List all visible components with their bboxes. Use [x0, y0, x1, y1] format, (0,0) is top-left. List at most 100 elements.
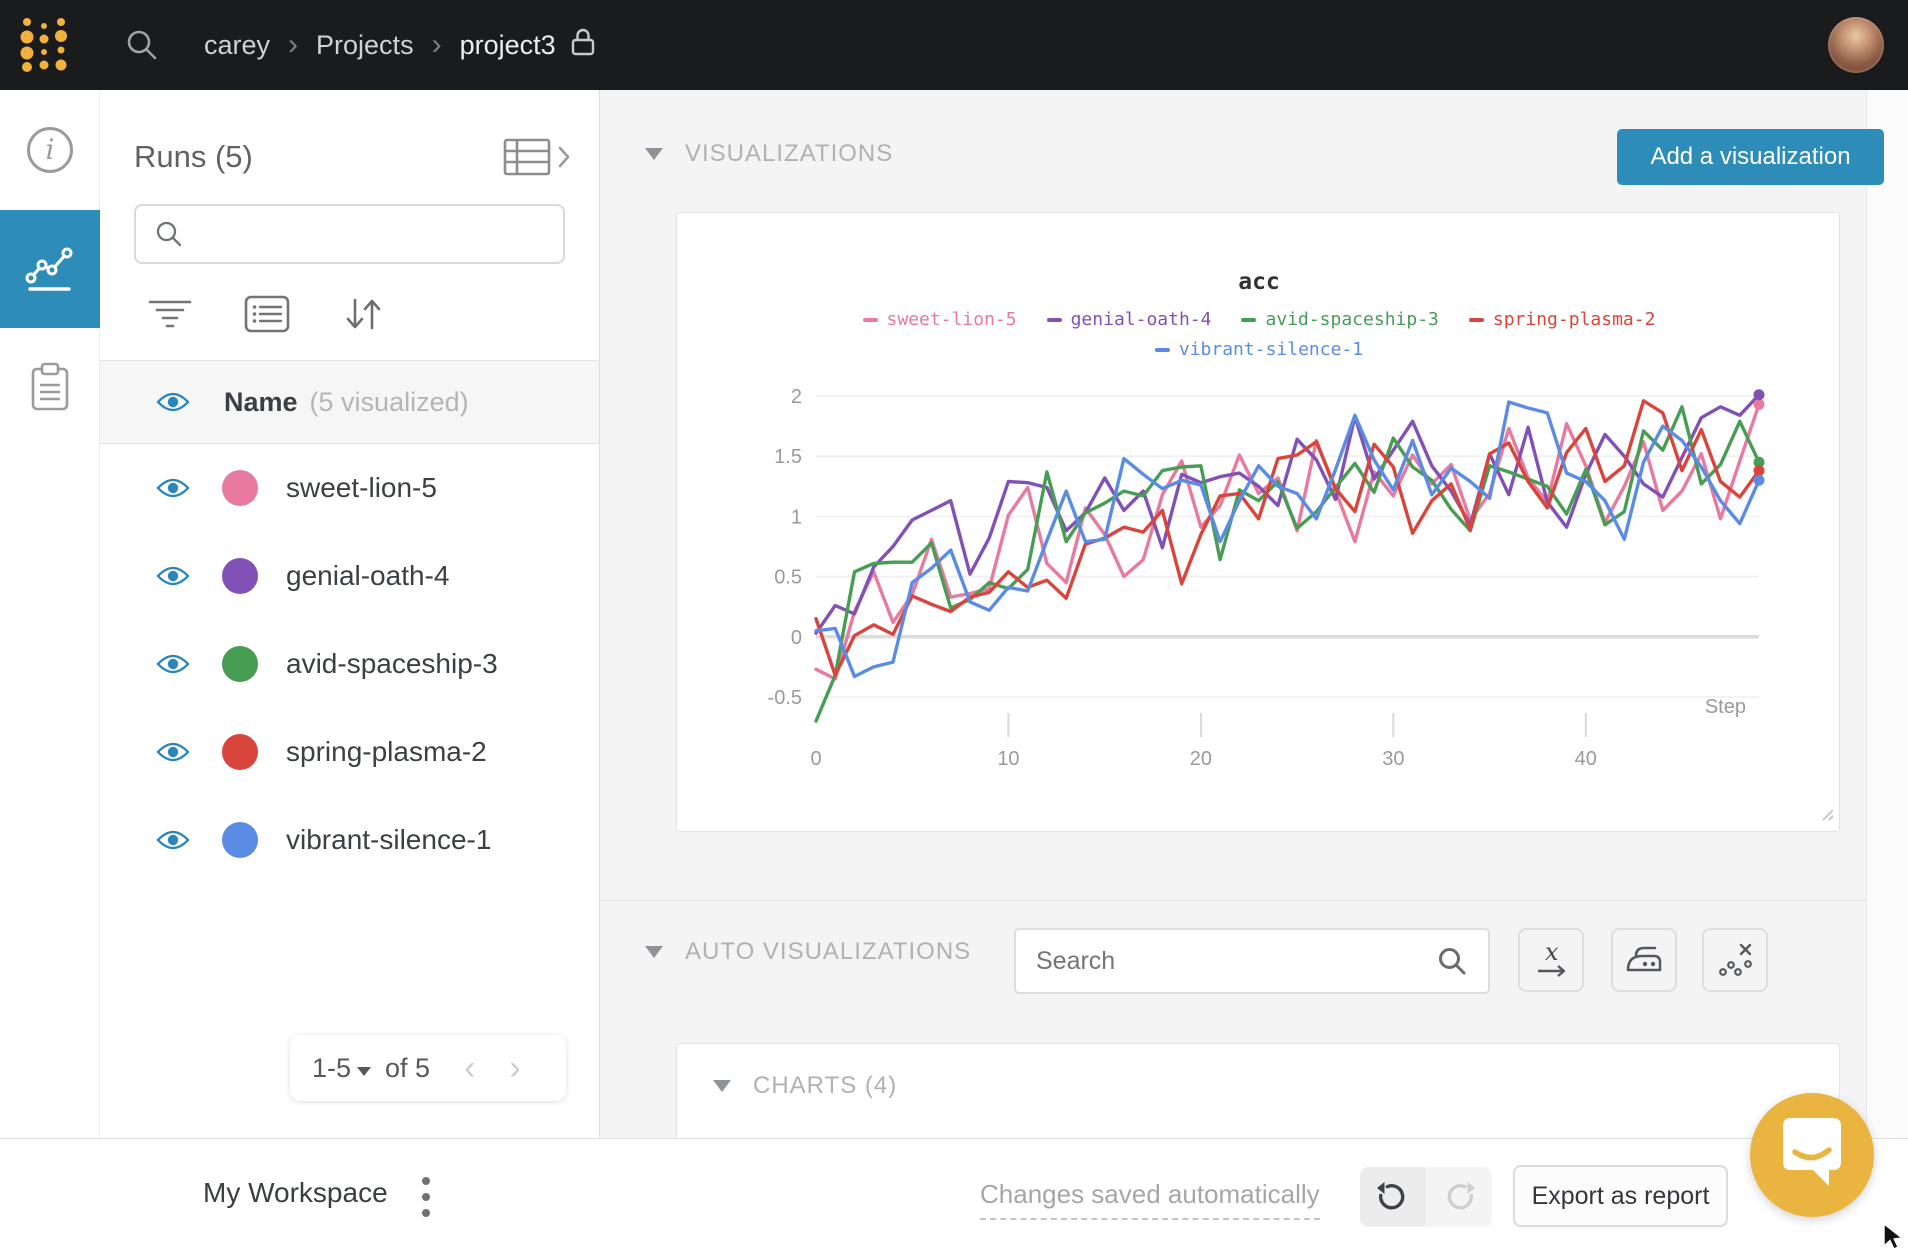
workspace-options-kebab-icon[interactable]: [408, 1173, 444, 1221]
wandb-logo[interactable]: [8, 0, 80, 90]
charts-section-title: CHARTS (4): [753, 1072, 898, 1099]
run-name[interactable]: spring-plasma-2: [286, 736, 487, 767]
user-avatar[interactable]: [1828, 17, 1884, 73]
breadcrumb: carey › Projects › project3: [204, 27, 596, 64]
run-row-spring-plasma-2[interactable]: spring-plasma-2: [100, 708, 599, 796]
visualizations-section-toggle[interactable]: VISUALIZATIONS: [645, 140, 893, 168]
search-icon: [156, 221, 182, 247]
rail-item-notes[interactable]: [0, 328, 100, 446]
chart-legend-row1: sweet-lion-5 genial-oath-4 avid-spaceshi…: [677, 309, 1841, 330]
line-chart-icon: [25, 247, 73, 291]
next-page-button[interactable]: ›: [509, 1049, 521, 1087]
name-column-header[interactable]: Name: [224, 386, 298, 417]
run-name[interactable]: vibrant-silence-1: [286, 824, 492, 855]
smoothing-iron-icon: [1626, 946, 1662, 972]
group-runs-button[interactable]: [244, 295, 290, 333]
global-search-button[interactable]: [124, 27, 160, 63]
visibility-eye-icon[interactable]: [156, 829, 190, 851]
panel-resize-handle[interactable]: [1817, 804, 1835, 827]
legend-item-genial-oath-4[interactable]: genial-oath-4: [1046, 309, 1211, 330]
outliers-icon: [1719, 943, 1752, 976]
breadcrumb-project[interactable]: project3: [459, 29, 556, 60]
rail-item-workspace-charts[interactable]: [0, 210, 100, 328]
outliers-button[interactable]: [1702, 928, 1768, 992]
run-row-genial-oath-4[interactable]: genial-oath-4: [100, 532, 599, 620]
svg-text:20: 20: [1190, 748, 1212, 770]
redo-button[interactable]: [1426, 1167, 1492, 1227]
info-icon: i: [27, 127, 73, 173]
svg-text:30: 30: [1382, 748, 1404, 770]
visibility-eye-icon[interactable]: [156, 565, 190, 587]
wandb-dots-icon: [20, 18, 67, 72]
runs-list: sweet-lion-5 genial-oath-4 avid-spaceshi…: [100, 444, 599, 884]
legend-dash-icon: [1154, 347, 1170, 352]
runs-search-input[interactable]: [198, 219, 538, 249]
run-row-sweet-lion-5[interactable]: sweet-lion-5: [100, 444, 599, 532]
run-row-vibrant-silence-1[interactable]: vibrant-silence-1: [100, 796, 599, 884]
run-color-dot: [222, 822, 258, 858]
svg-text:10: 10: [997, 748, 1019, 770]
visibility-eye-icon[interactable]: [156, 741, 190, 763]
add-visualization-button[interactable]: Add a visualization: [1617, 129, 1884, 185]
rail-item-overview[interactable]: i: [0, 90, 100, 210]
svg-text:0.5: 0.5: [774, 567, 802, 589]
acc-chart-panel[interactable]: acc sweet-lion-5 genial-oath-4 avid-spac…: [676, 212, 1840, 832]
page-size-dropdown[interactable]: 1-5: [312, 1053, 372, 1084]
run-color-dot: [222, 470, 258, 506]
auto-visualizations-section-toggle[interactable]: AUTO VISUALIZATIONS: [645, 938, 971, 966]
auto-viz-search-box: [1014, 928, 1490, 994]
acc-line-chart: 2 1.5 1 0.5 0 -0.5 0 10 20 30 40 Step: [768, 386, 1765, 770]
workspace-name[interactable]: My Workspace: [203, 1177, 388, 1208]
visibility-eye-icon[interactable]: [156, 477, 190, 499]
breadcrumb-projects[interactable]: Projects: [316, 29, 414, 60]
left-icon-rail: i: [0, 90, 100, 1138]
redo-icon: [1447, 1182, 1475, 1210]
runs-pagination: 1-5 of 5 ‹ ›: [290, 1035, 566, 1101]
legend-item-spring-plasma-2[interactable]: spring-plasma-2: [1468, 309, 1655, 330]
previous-page-button[interactable]: ‹: [464, 1049, 476, 1087]
run-color-dot: [222, 558, 258, 594]
charts-section-toggle[interactable]: CHARTS (4): [677, 1044, 1839, 1100]
run-name[interactable]: sweet-lion-5: [286, 472, 437, 503]
pagination-total: of 5: [385, 1052, 431, 1083]
svg-text:1.5: 1.5: [774, 446, 802, 468]
auto-visualizations-section-title: AUTO VISUALIZATIONS: [685, 938, 972, 965]
x-axis-icon: x: [1538, 940, 1566, 977]
auto-viz-search-input[interactable]: [1036, 946, 1436, 976]
x-axis-settings-button[interactable]: x: [1518, 928, 1584, 992]
run-row-avid-spaceship-3[interactable]: avid-spaceship-3: [100, 620, 599, 708]
legend-item-sweet-lion-5[interactable]: sweet-lion-5: [862, 309, 1017, 330]
runs-panel-title: Runs (5): [134, 139, 253, 174]
smoothing-button[interactable]: [1611, 928, 1677, 992]
sort-runs-button[interactable]: [342, 294, 384, 334]
scrollbar-track[interactable]: [1866, 90, 1908, 1138]
support-chat-button[interactable]: [1750, 1093, 1874, 1217]
filter-icon: [148, 300, 192, 328]
caret-down-icon: [357, 1066, 372, 1076]
filter-runs-button[interactable]: [148, 296, 192, 332]
visualized-count: (5 visualized): [309, 386, 469, 417]
visualizations-section-title: VISUALIZATIONS: [685, 140, 894, 167]
undo-icon: [1377, 1182, 1405, 1210]
collapse-triangle-icon: [713, 1080, 731, 1092]
svg-text:0: 0: [810, 748, 821, 770]
export-as-report-button[interactable]: Export as report: [1513, 1165, 1728, 1227]
runs-search-box: [134, 204, 565, 264]
top-navbar: carey › Projects › project3: [0, 0, 1908, 90]
autosave-status: Changes saved automatically: [980, 1179, 1320, 1220]
open-runs-table-button[interactable]: [503, 138, 571, 176]
visibility-eye-icon[interactable]: [156, 653, 190, 675]
svg-text:Step: Step: [1705, 696, 1746, 718]
table-icon: [503, 138, 551, 176]
run-color-dot: [222, 646, 258, 682]
search-icon: [1439, 948, 1466, 975]
legend-item-vibrant-silence-1[interactable]: vibrant-silence-1: [1154, 339, 1363, 360]
run-name[interactable]: avid-spaceship-3: [286, 648, 498, 679]
svg-text:x: x: [1545, 940, 1559, 966]
undo-button[interactable]: [1360, 1167, 1426, 1227]
workspace-main: VISUALIZATIONS Add a visualization acc s…: [600, 90, 1884, 1223]
toggle-all-visibility-eye-icon[interactable]: [156, 391, 190, 413]
run-name[interactable]: genial-oath-4: [286, 560, 450, 591]
breadcrumb-user[interactable]: carey: [204, 29, 271, 60]
legend-item-avid-spaceship-3[interactable]: avid-spaceship-3: [1241, 309, 1439, 330]
